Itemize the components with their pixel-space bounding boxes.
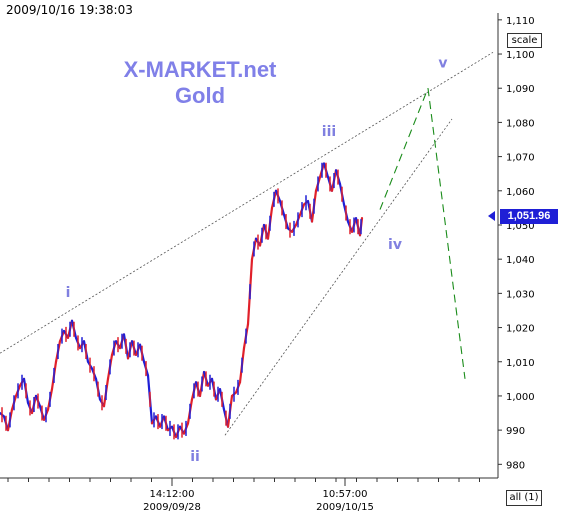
projection-lines bbox=[379, 88, 466, 379]
current-price-arrow-icon bbox=[488, 211, 495, 221]
instrument-name: Gold bbox=[174, 83, 226, 108]
x-tick-date: 2009/09/28 bbox=[143, 502, 201, 513]
wave-label: ii bbox=[190, 449, 200, 465]
y-tick-label: 1,080 bbox=[506, 118, 535, 129]
y-tick-label: 1,010 bbox=[506, 358, 535, 369]
x-axis: 14:12:00 2009/09/28 10:57:00 2009/10/15 bbox=[7, 478, 480, 513]
y-tick-label: 1,040 bbox=[506, 255, 535, 266]
x-tick-date: 2009/10/15 bbox=[316, 502, 374, 513]
y-tick-label: 1,090 bbox=[506, 84, 535, 95]
x-tick-label: 10:57:00 bbox=[323, 489, 368, 500]
wave-label: i bbox=[66, 285, 71, 301]
brand-name: X-MARKET.net bbox=[123, 57, 277, 82]
brand-watermark: X-MARKET.net Gold bbox=[100, 57, 300, 109]
wave-label: v bbox=[438, 56, 447, 72]
y-tick-label: 1,110 bbox=[506, 16, 535, 27]
timestamp: 2009/10/16 19:38:03 bbox=[6, 3, 133, 17]
y-tick-label: 1,020 bbox=[506, 324, 535, 335]
y-axis: 980 990 1,000 1,010 1,020 1,030 1,040 1,050 1,06… bbox=[498, 16, 535, 471]
x-tick-label: 14:12:00 bbox=[150, 489, 195, 500]
y-tick-label: 980 bbox=[506, 460, 525, 471]
wave-label: iv bbox=[388, 237, 402, 253]
y-tick-label: 1,070 bbox=[506, 153, 535, 164]
y-tick-label: 1,030 bbox=[506, 289, 535, 300]
y-tick-label: 990 bbox=[506, 426, 525, 437]
scale-button[interactable]: scale bbox=[507, 33, 542, 48]
y-tick-label: 1,000 bbox=[506, 392, 535, 403]
y-tick-label: 1,060 bbox=[506, 187, 535, 198]
channel-lines bbox=[0, 51, 494, 436]
channel-line bbox=[224, 118, 453, 436]
price-series bbox=[0, 162, 364, 440]
y-tick-label: 1,050 bbox=[506, 221, 535, 232]
chart-frame bbox=[0, 13, 499, 479]
projection-line bbox=[379, 88, 429, 210]
all-button[interactable]: all (1) bbox=[506, 490, 542, 506]
projection-line bbox=[427, 88, 466, 379]
channel-line bbox=[0, 51, 494, 354]
current-price-label: 1,051.96 bbox=[500, 209, 558, 224]
wave-label: iii bbox=[322, 124, 336, 140]
y-tick-label: 1,100 bbox=[506, 50, 535, 61]
